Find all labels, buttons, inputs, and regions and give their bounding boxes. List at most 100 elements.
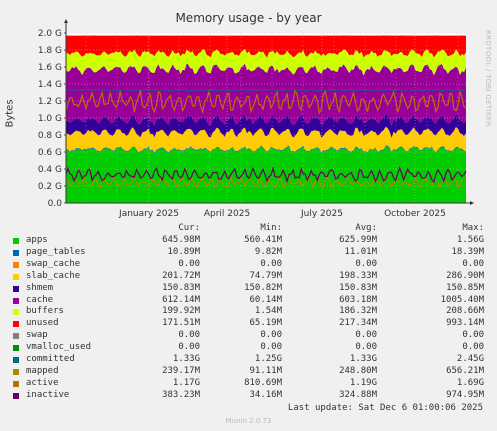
legend-swatch	[13, 297, 19, 304]
legend-row-active: active 1.17G 810.69M 1.19G 1.69G	[0, 378, 497, 390]
legend-value-avg: 0.00	[355, 342, 377, 353]
y-tick-label: 1.6 G	[38, 63, 62, 73]
legend-value-avg: 1.19G	[349, 377, 377, 388]
legend-value-cur: 10.89M	[167, 246, 200, 257]
legend-swatch	[13, 380, 19, 387]
x-tick-label: April 2025	[204, 209, 250, 219]
legend-value-min: 65.19M	[249, 318, 282, 329]
legend-row-buffers: buffers 199.92M 1.54M 186.32M 208.66M	[0, 306, 497, 318]
legend-name: mapped	[26, 365, 59, 376]
legend-swatch	[13, 392, 19, 399]
legend-row-shmem: shmem 150.83M 150.82M 150.83M 150.85M	[0, 283, 497, 295]
legend-value-max: 0.00	[462, 258, 484, 269]
legend-value-min: 60.14M	[249, 294, 282, 305]
legend-name: shmem	[26, 282, 54, 293]
legend-value-min: 0.00	[260, 258, 282, 269]
legend-row-unused: unused 171.51M 65.19M 217.34M 993.14M	[0, 318, 497, 330]
y-tick-label: 1.4 G	[38, 80, 62, 90]
legend-value-avg: 0.00	[355, 330, 377, 341]
legend-name: slab_cache	[26, 270, 81, 281]
legend-swatch	[13, 285, 19, 292]
legend-header-min: Min:	[260, 223, 282, 233]
legend-value-cur: 645.98M	[162, 235, 200, 245]
legend-row-swap: swap 0.00 0.00 0.00 0.00	[0, 330, 497, 342]
legend-row-swap_cache: swap_cache 0.00 0.00 0.00 0.00	[0, 259, 497, 271]
legend-value-max: 1.56G	[456, 235, 484, 245]
legend-value-max: 0.00	[462, 342, 484, 353]
legend-value-min: 810.69M	[244, 377, 282, 388]
legend-value-avg: 150.83M	[339, 282, 377, 293]
x-axis-arrow	[470, 201, 474, 205]
legend-value-cur: 383.23M	[162, 389, 200, 400]
legend-row-slab_cache: slab_cache 201.72M 74.79M 198.33M 286.90M	[0, 271, 497, 283]
y-tick-label: 0.6 G	[38, 148, 62, 158]
x-tick-label: January 2025	[118, 209, 179, 219]
area-slab-cache	[66, 126, 466, 153]
legend-value-cur: 1.17G	[172, 377, 200, 388]
legend-value-min: 560.41M	[244, 235, 282, 245]
legend-header-max: Max:	[462, 223, 484, 233]
legend-value-avg: 0.00	[355, 258, 377, 269]
y-axis-arrow	[64, 19, 68, 23]
last-update: Last update: Sat Dec 6 01:00:06 2025	[287, 403, 483, 413]
legend-value-cur: 239.17M	[162, 365, 200, 376]
y-tick-label: 1.2 G	[38, 97, 62, 107]
legend-value-max: 2.45G	[456, 354, 484, 364]
legend-value-cur: 199.92M	[162, 306, 200, 317]
legend-row-mapped: mapped 239.17M 91.11M 248.80M 656.21M	[0, 366, 497, 378]
legend-value-min: 0.00	[260, 330, 282, 341]
legend-value-avg: 248.80M	[339, 365, 377, 376]
legend-name: buffers	[26, 306, 64, 317]
legend-value-cur: 171.51M	[162, 318, 200, 329]
x-tick-label: July 2025	[300, 209, 343, 219]
munin-version: Munin 2.0.73	[225, 417, 272, 425]
legend-value-cur: 150.83M	[162, 282, 200, 293]
legend-value-max: 1.69G	[456, 377, 484, 388]
legend-swatch	[13, 345, 19, 352]
legend-name: swap_cache	[26, 258, 81, 269]
legend-value-max: 150.85M	[446, 282, 484, 293]
legend-value-min: 0.00	[260, 342, 282, 353]
legend-value-max: 208.66M	[446, 306, 484, 317]
legend-name: page_tables	[26, 246, 86, 257]
legend-row-committed: committed 1.33G 1.25G 1.33G 2.45G	[0, 354, 497, 366]
area-unused	[66, 35, 466, 58]
legend-value-cur: 0.00	[178, 330, 200, 341]
legend-value-max: 1005.40M	[440, 294, 484, 305]
legend-value-min: 9.82M	[254, 246, 282, 257]
legend-value-min: 34.16M	[249, 389, 282, 400]
legend-row-vmalloc_used: vmalloc_used 0.00 0.00 0.00 0.00	[0, 342, 497, 354]
legend-value-avg: 1.33G	[349, 354, 377, 364]
legend-swatch	[13, 321, 19, 328]
area-page-tables	[66, 145, 466, 154]
legend-swatch	[13, 249, 19, 256]
legend-value-cur: 0.00	[178, 258, 200, 269]
area-apps	[66, 146, 466, 203]
y-tick-label: 0.4 G	[38, 165, 62, 175]
y-tick-label: 0.8 G	[38, 131, 62, 141]
area-cache	[66, 63, 466, 126]
legend-swatch	[13, 273, 19, 280]
legend-value-max: 993.14M	[446, 318, 484, 329]
legend-name: swap	[26, 330, 48, 341]
legend-name: committed	[26, 354, 75, 364]
line-active	[65, 89, 467, 115]
area-buffers	[66, 48, 466, 76]
legend-name: cache	[26, 294, 54, 305]
legend-swatch	[13, 261, 19, 268]
legend-value-min: 74.79M	[249, 270, 282, 281]
legend-value-avg: 217.34M	[339, 318, 377, 329]
y-tick-label: 1.0 G	[38, 114, 62, 124]
legend-value-max: 656.21M	[446, 365, 484, 376]
y-tick-label: 0.2 G	[38, 182, 62, 192]
y-tick-label: 0.0	[48, 199, 63, 209]
legend-value-avg: 625.99M	[339, 235, 377, 245]
line-mapped	[65, 175, 467, 191]
legend-value-max: 974.95M	[446, 389, 484, 400]
legend-value-max: 0.00	[462, 330, 484, 341]
legend-value-avg: 198.33M	[339, 270, 377, 281]
legend-row-inactive: inactive 383.23M 34.16M 324.88M 974.95M	[0, 390, 497, 402]
legend-header-avg: Avg:	[355, 223, 377, 233]
legend-value-avg: 324.88M	[339, 389, 377, 400]
legend-swatch	[13, 333, 19, 340]
